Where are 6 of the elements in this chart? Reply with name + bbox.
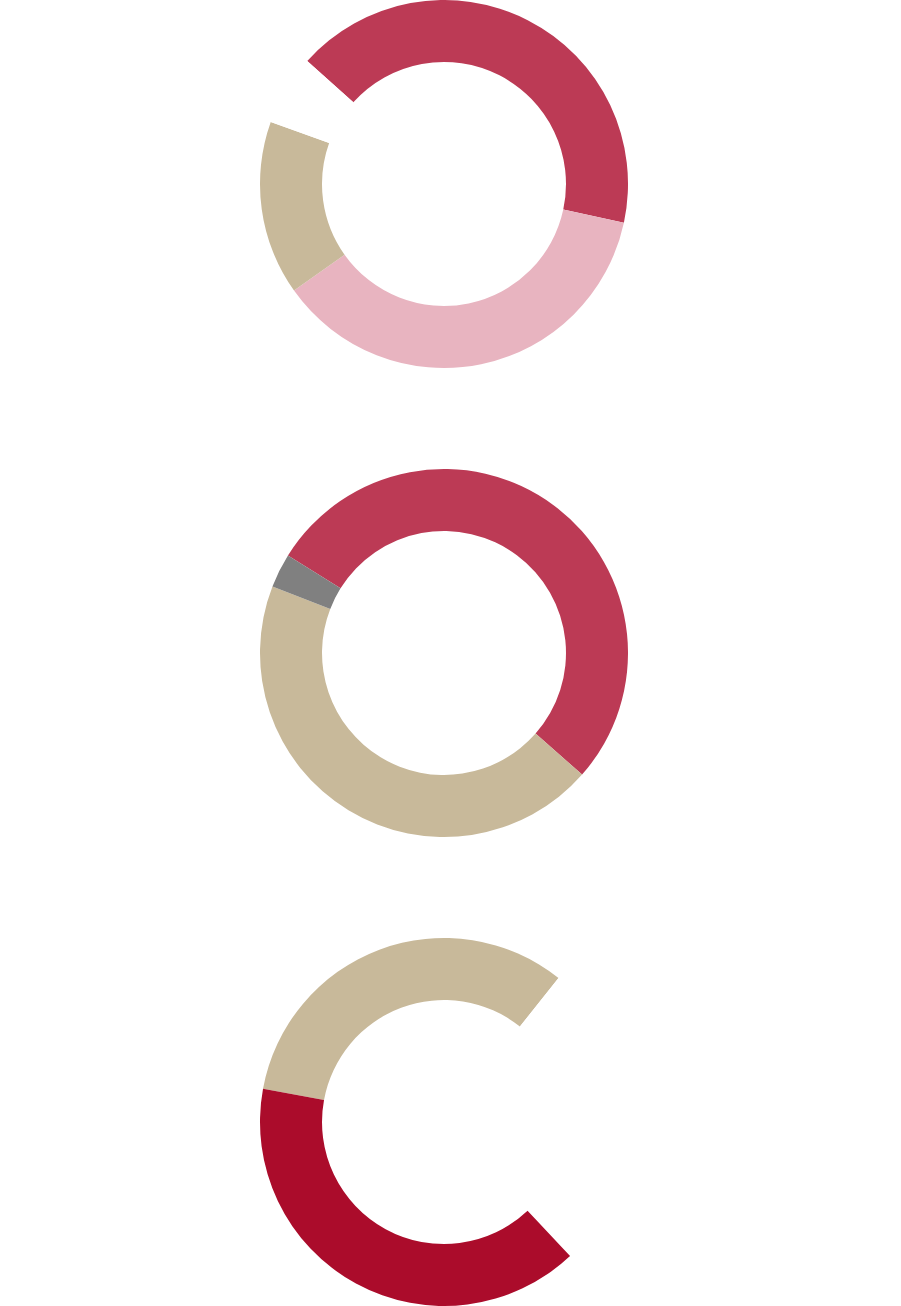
donut-slice [287, 469, 628, 775]
donut-slice [260, 586, 583, 837]
donut-slice [272, 555, 341, 609]
donut-slice [307, 0, 628, 223]
donut-slice [294, 209, 624, 368]
donut-slice [260, 122, 345, 291]
